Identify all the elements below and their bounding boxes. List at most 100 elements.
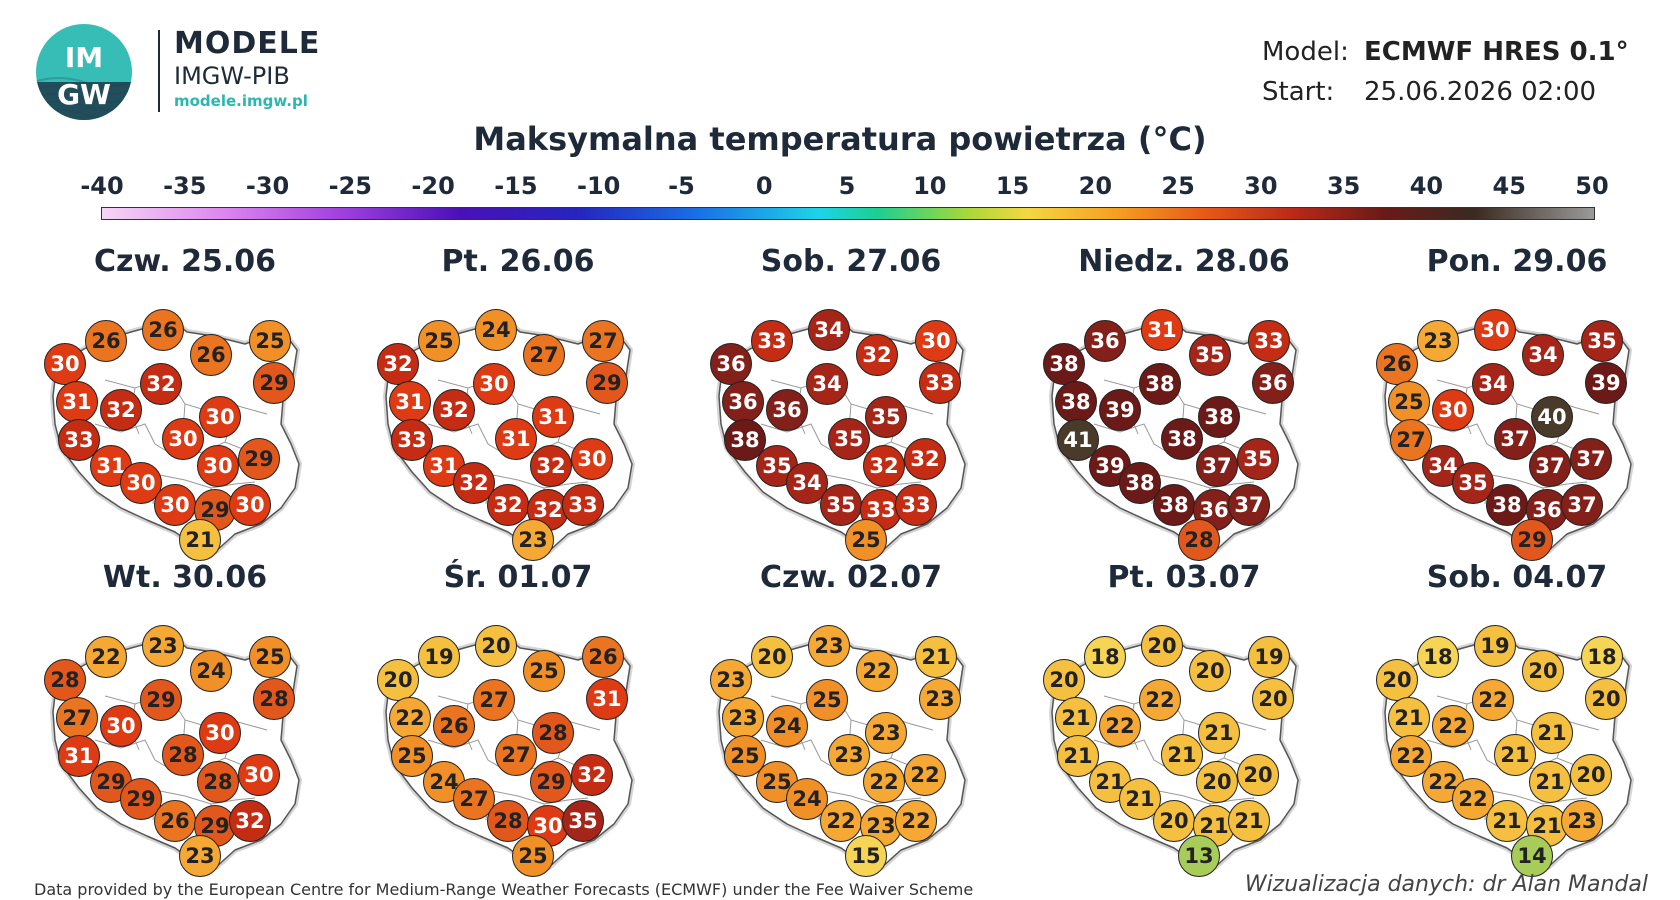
map-title: Maksymalna temperatura powietrza (°C) xyxy=(473,120,1207,158)
temperature-bubble: 31 xyxy=(532,396,574,438)
temperature-bubble: 29 xyxy=(253,362,295,404)
temperature-bubble: 38 xyxy=(1153,484,1195,526)
temperature-bubble: 35 xyxy=(828,418,870,460)
temperature-bubble: 34 xyxy=(1472,363,1514,405)
temperature-bubble: 38 xyxy=(1161,418,1203,460)
temperature-bubble: 35 xyxy=(1452,462,1494,504)
temperature-bubble: 23 xyxy=(808,625,850,667)
temperature-bubble: 21 xyxy=(1119,778,1161,820)
temperature-bubble: 39 xyxy=(1099,389,1141,431)
temperature-bubble: 34 xyxy=(1522,334,1564,376)
map-panel: Pon. 29.06 26 23 30 34 35 25 30 34 39 27 37 40 34 37 37… xyxy=(1367,244,1667,561)
temperature-bubble: 38 xyxy=(724,419,766,461)
start-value: 25.06.2026 02:00 xyxy=(1364,77,1597,107)
brand-subtitle: IMGW-PIB xyxy=(174,62,290,90)
panel-date: Śr. 01.07 xyxy=(443,560,593,595)
temperature-bubble: 40 xyxy=(1531,396,1573,438)
temperature-bubble: 38 xyxy=(1043,343,1085,385)
temperature-bubble: 29 xyxy=(1511,519,1553,561)
colorbar-tick: -30 xyxy=(245,172,290,200)
temperature-bubble: 32 xyxy=(856,334,898,376)
temperature-bubble: 37 xyxy=(1570,438,1612,480)
temperature-bubble: 32 xyxy=(229,800,271,842)
temperature-bubble: 20 xyxy=(1585,678,1627,720)
temperature-bubble: 23 xyxy=(1561,800,1603,842)
temperature-bubble: 29 xyxy=(238,438,280,480)
temperature-bubble: 20 xyxy=(1376,659,1418,701)
temperature-bubble: 38 xyxy=(1139,363,1181,405)
temperature-bubble: 33 xyxy=(895,484,937,526)
footer-credit: Wizualizacja danych: dr Alan Mandal xyxy=(1244,872,1648,897)
temperature-bubble: 36 xyxy=(1252,362,1294,404)
temperature-bubble: 20 xyxy=(1043,659,1085,701)
colorbar-tick: 20 xyxy=(1078,172,1113,200)
map-panel: Pt. 03.07 20 18 20 20 19 21 22 22 20 21 21 21 21 20 20 2… xyxy=(1034,560,1334,877)
panel-date: Pt. 03.07 xyxy=(1107,560,1261,595)
temperature-bubble: 20 xyxy=(1570,754,1612,796)
poland-map: 20 18 20 20 19 21 22 22 20 21 21 21 21 20 20 21 20 21 21 13 xyxy=(1034,600,1334,877)
temperature-bubble: 23 xyxy=(710,659,752,701)
panel-date: Pt. 26.06 xyxy=(441,244,595,279)
footer-source: Data provided by the European Centre for… xyxy=(34,880,974,899)
svg-text:IM: IM xyxy=(65,41,103,74)
temperature-bubble: 38 xyxy=(1198,396,1240,438)
start-row: Start: 25.06.2026 02:00 xyxy=(1262,72,1629,112)
temperature-bubble: 32 xyxy=(527,489,569,531)
svg-text:GW: GW xyxy=(57,78,111,111)
temperature-bubble: 20 xyxy=(1153,800,1195,842)
temperature-bubble: 22 xyxy=(389,697,431,739)
colorbar-tick: 0 xyxy=(755,172,773,200)
temperature-bubble: 33 xyxy=(1248,320,1290,362)
temperature-bubble: 30 xyxy=(162,418,204,460)
brand-url[interactable]: modele.imgw.pl xyxy=(174,92,308,110)
model-row: Model: ECMWF HRES 0.1° xyxy=(1262,32,1629,72)
temperature-bubble: 31 xyxy=(56,381,98,423)
temperature-bubble: 24 xyxy=(766,705,808,747)
poland-map: 38 36 31 35 33 38 39 38 36 41 38 38 39 37 35 38 38 36 37 28 xyxy=(1034,284,1334,561)
colorbar-tick: 10 xyxy=(913,172,947,200)
temperature-bubble: 26 xyxy=(154,800,196,842)
temperature-bubble: 22 xyxy=(1139,679,1181,721)
temperature-bubble: 33 xyxy=(860,489,902,531)
map-panel: Pt. 26.06 32 25 24 27 27 31 32 30 29 33 31 31 31 32 30 3… xyxy=(368,244,668,561)
map-panel: Śr. 01.07 20 19 20 25 26 22 26 27 31 25 27 28 24 29 32 2… xyxy=(368,560,668,877)
temperature-bubble: 19 xyxy=(1474,625,1516,667)
temperature-bubble: 20 xyxy=(1196,761,1238,803)
temperature-bubble: 38 xyxy=(1486,484,1528,526)
poland-map: 36 33 34 32 30 36 36 34 33 38 35 35 35 32 32 34 35 33 33 25 xyxy=(701,284,1001,561)
temperature-bubble: 21 xyxy=(179,519,221,561)
temperature-bubble: 39 xyxy=(1585,362,1627,404)
temperature-bubble: 22 xyxy=(856,650,898,692)
temperature-bubble: 32 xyxy=(377,343,419,385)
temperature-bubble: 25 xyxy=(512,835,554,877)
temperature-bubble: 21 xyxy=(1531,712,1573,754)
poland-map: 23 20 23 22 21 23 24 25 23 25 23 23 25 22 22 24 22 23 22 15 xyxy=(701,600,1001,877)
temperature-bubble: 26 xyxy=(1376,343,1418,385)
temperature-bubble: 24 xyxy=(190,650,232,692)
temperature-bubble: 20 xyxy=(377,659,419,701)
colorbar-tick: -15 xyxy=(494,172,538,200)
temperature-bubble: 26 xyxy=(190,334,232,376)
temperature-bubble: 33 xyxy=(58,419,100,461)
temperature-bubble: 26 xyxy=(142,309,184,351)
colorbar-tick: 35 xyxy=(1326,172,1361,200)
temperature-bubble: 30 xyxy=(571,438,613,480)
temperature-bubble: 29 xyxy=(140,679,182,721)
temperature-bubble: 28 xyxy=(253,678,295,720)
temperature-bubble: 26 xyxy=(582,636,624,678)
temperature-bubble: 25 xyxy=(249,320,291,362)
temperature-bubble: 27 xyxy=(523,334,565,376)
temperature-bubble: 25 xyxy=(249,636,291,678)
brand-divider xyxy=(158,30,160,112)
poland-map: 30 26 26 26 25 31 32 32 29 33 30 30 31 30 29 30 30 29 30 21 xyxy=(35,284,335,561)
temperature-bubble: 30 xyxy=(915,320,957,362)
temperature-bubble: 31 xyxy=(1141,309,1183,351)
temperature-bubble: 22 xyxy=(863,761,905,803)
header: IM GW MODELE IMGW-PIB modele.imgw.pl Mod… xyxy=(0,0,1680,130)
temperature-bubble: 33 xyxy=(751,320,793,362)
temperature-bubble: 30 xyxy=(1474,309,1516,351)
panel-date: Wt. 30.06 xyxy=(102,560,268,595)
temperature-bubble: 30 xyxy=(473,363,515,405)
temperature-bubble: 23 xyxy=(828,734,870,776)
temperature-bubble: 30 xyxy=(100,705,142,747)
